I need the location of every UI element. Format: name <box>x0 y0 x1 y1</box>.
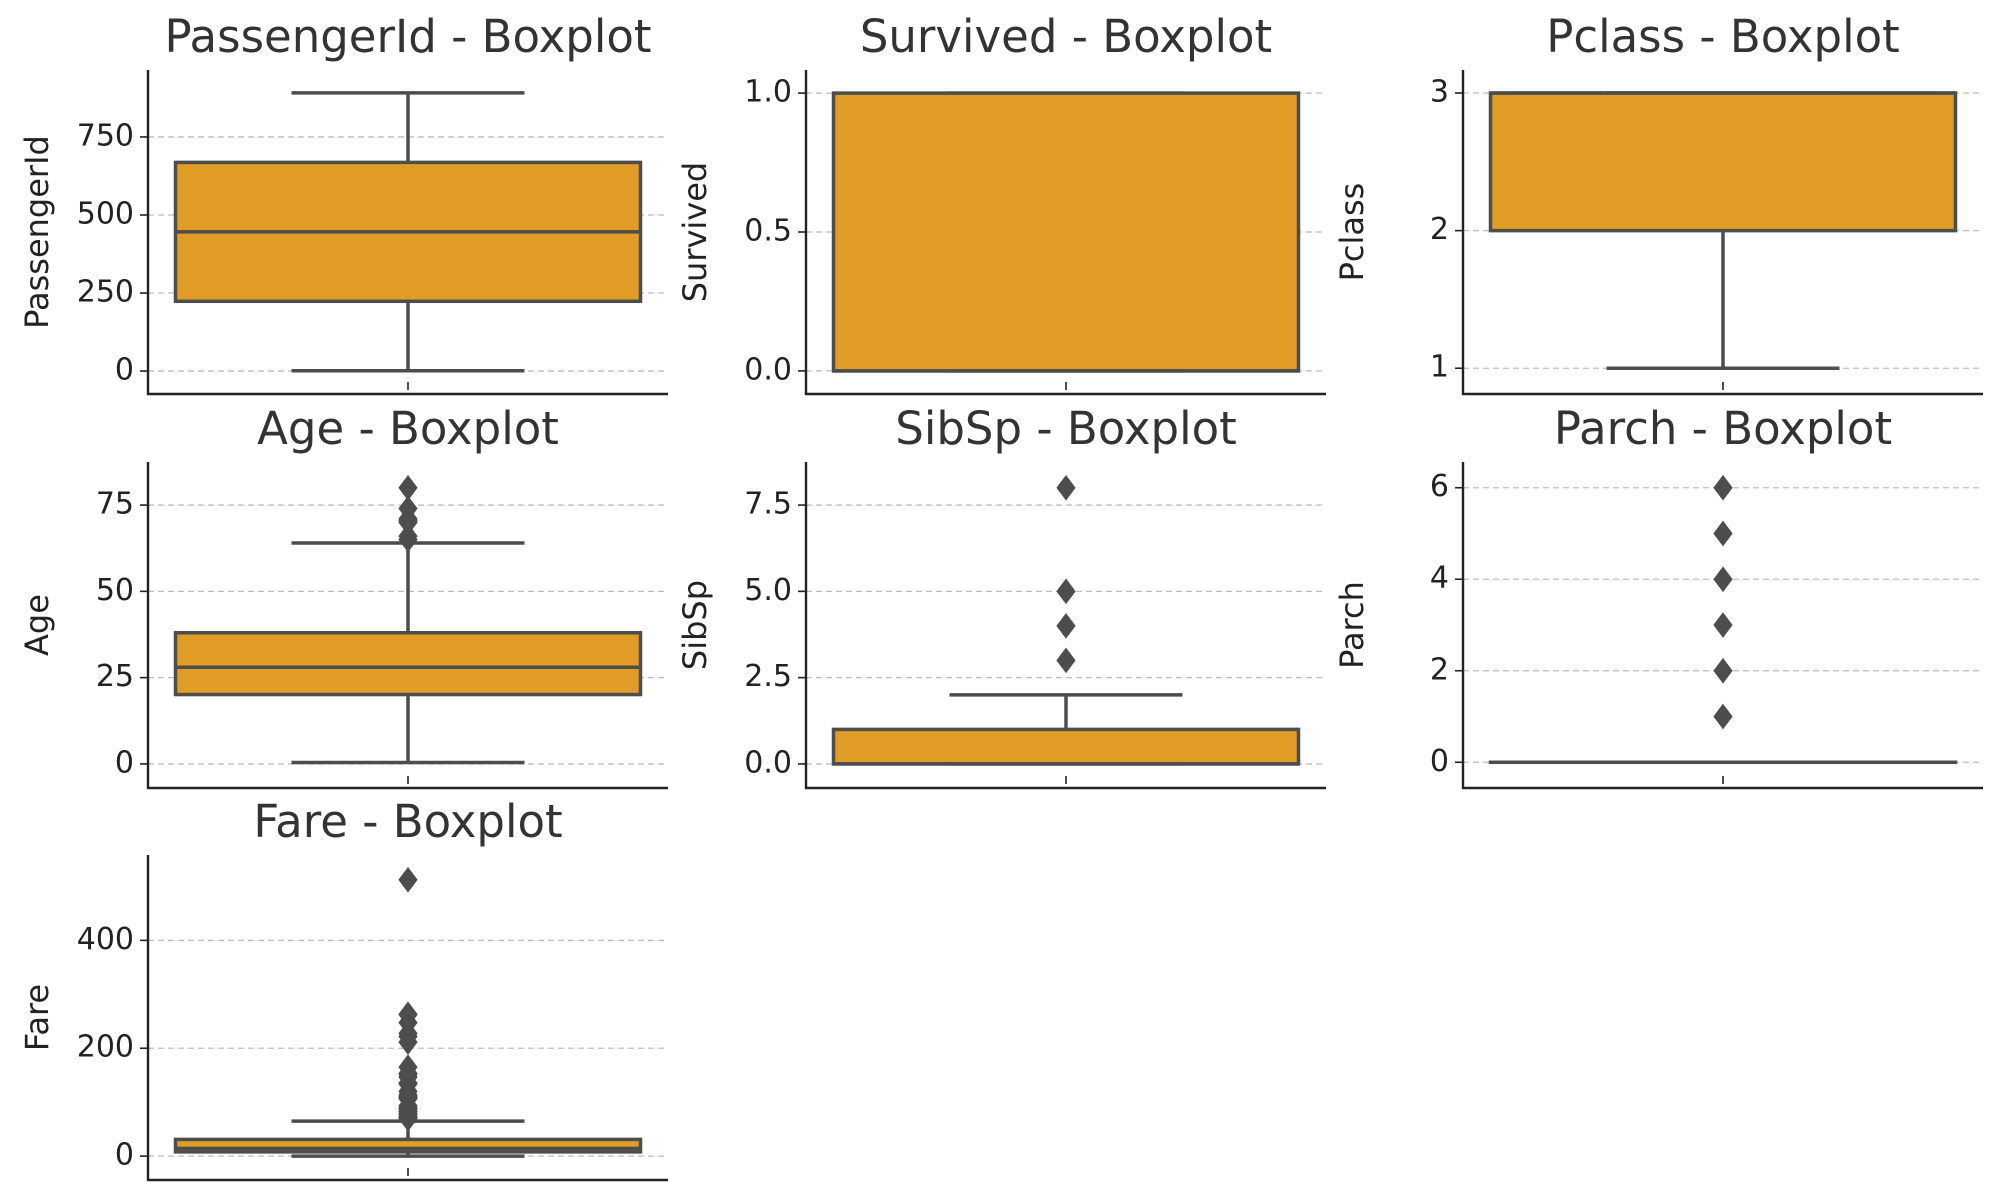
y-tick-label: 2 <box>1430 212 1449 247</box>
y-tick-label: 2.5 <box>744 659 792 694</box>
y-tick-label: 4 <box>1430 561 1449 596</box>
y-axis-label: PassengerId <box>18 135 56 329</box>
y-tick-label: 500 <box>77 196 134 231</box>
iqr-box <box>173 631 643 697</box>
chart-title: Fare - Boxplot <box>253 795 562 848</box>
outlier-point <box>1056 647 1076 674</box>
chart-title: Parch - Boxplot <box>1554 402 1892 455</box>
outlier-point <box>398 495 418 522</box>
chart-title: PassengerId - Boxplot <box>164 10 651 63</box>
y-tick-label: 400 <box>77 922 134 957</box>
y-tick-label: 0.0 <box>744 352 792 387</box>
outlier-point <box>398 474 418 501</box>
outlier-point <box>398 1054 418 1081</box>
y-tick-label: 0 <box>115 353 134 388</box>
outlier-point <box>398 866 418 893</box>
y-tick-label: 750 <box>77 118 134 153</box>
y-tick-label: 0.5 <box>744 214 792 249</box>
y-axis-label: Pclass <box>1333 183 1371 282</box>
axis-spines <box>1461 462 1983 790</box>
iqr-box <box>1488 91 1958 233</box>
outlier-point <box>1713 703 1733 730</box>
y-tick-label: 25 <box>96 659 134 694</box>
y-axis-label: Fare <box>18 984 56 1051</box>
chart-title: Age - Boxplot <box>257 402 559 455</box>
iqr-box <box>831 727 1301 766</box>
y-tick-label: 5.0 <box>744 573 792 608</box>
axis-spines <box>1461 70 1983 396</box>
y-axis-label: Parch <box>1333 581 1371 669</box>
y-tick-label: 0 <box>115 745 134 780</box>
y-tick-label: 2 <box>1430 652 1449 687</box>
outlier-point <box>1713 612 1733 638</box>
y-tick-label: 75 <box>96 487 134 522</box>
y-axis-label: Age <box>18 594 56 656</box>
outlier-point <box>1713 474 1733 501</box>
boxplot-panel: 0 2 4 6 Parch - Boxplot Parch <box>1333 402 1983 790</box>
iqr-box <box>831 91 1301 373</box>
y-tick-label: 1.0 <box>744 75 792 110</box>
chart-title: Survived - Boxplot <box>860 10 1272 63</box>
outlier-point <box>1713 520 1733 547</box>
boxplot-panel: 0.0 2.5 5.0 7.5 SibSp - Boxplot SibSp <box>676 402 1326 790</box>
axis-spines <box>804 70 1326 396</box>
boxplot-panel: 0 25 50 75 Age - Boxplot Age <box>18 402 668 790</box>
boxplot-panel: 0 200 400 Fare - Boxplot Fare <box>18 795 668 1182</box>
outlier-point <box>1056 474 1076 501</box>
outlier-point <box>1056 578 1076 605</box>
outlier-point <box>1713 566 1733 593</box>
boxplot-panel: 1 2 3 Pclass - Boxplot Pclass <box>1333 10 1983 396</box>
y-tick-label: 0 <box>115 1138 134 1173</box>
axis-spines <box>146 462 668 790</box>
y-tick-label: 200 <box>77 1030 134 1065</box>
chart-title: SibSp - Boxplot <box>895 402 1237 455</box>
y-tick-label: 3 <box>1430 75 1449 110</box>
y-axis-label: Survived <box>676 162 714 303</box>
chart-title: Pclass - Boxplot <box>1546 10 1900 63</box>
y-tick-label: 0 <box>1430 744 1449 779</box>
y-tick-label: 7.5 <box>744 487 792 522</box>
axis-spines <box>146 70 668 396</box>
y-tick-label: 1 <box>1430 350 1449 385</box>
boxplot-panel: 0 250 500 750 PassengerId - Boxplot Passenger… <box>18 10 668 396</box>
y-tick-label: 0.0 <box>744 745 792 780</box>
y-tick-label: 6 <box>1430 469 1449 504</box>
axis-spines <box>804 462 1326 790</box>
boxplot-panel: 0.0 0.5 1.0 Survived - Boxplot Survived <box>676 10 1326 396</box>
outlier-point <box>1056 613 1076 639</box>
outlier-point <box>398 1001 418 1028</box>
y-tick-label: 250 <box>77 275 134 310</box>
y-axis-label: SibSp <box>676 580 714 670</box>
outlier-point <box>1713 657 1733 684</box>
axis-spines <box>146 855 668 1182</box>
outlier-point <box>398 523 418 549</box>
y-tick-label: 50 <box>96 573 134 608</box>
